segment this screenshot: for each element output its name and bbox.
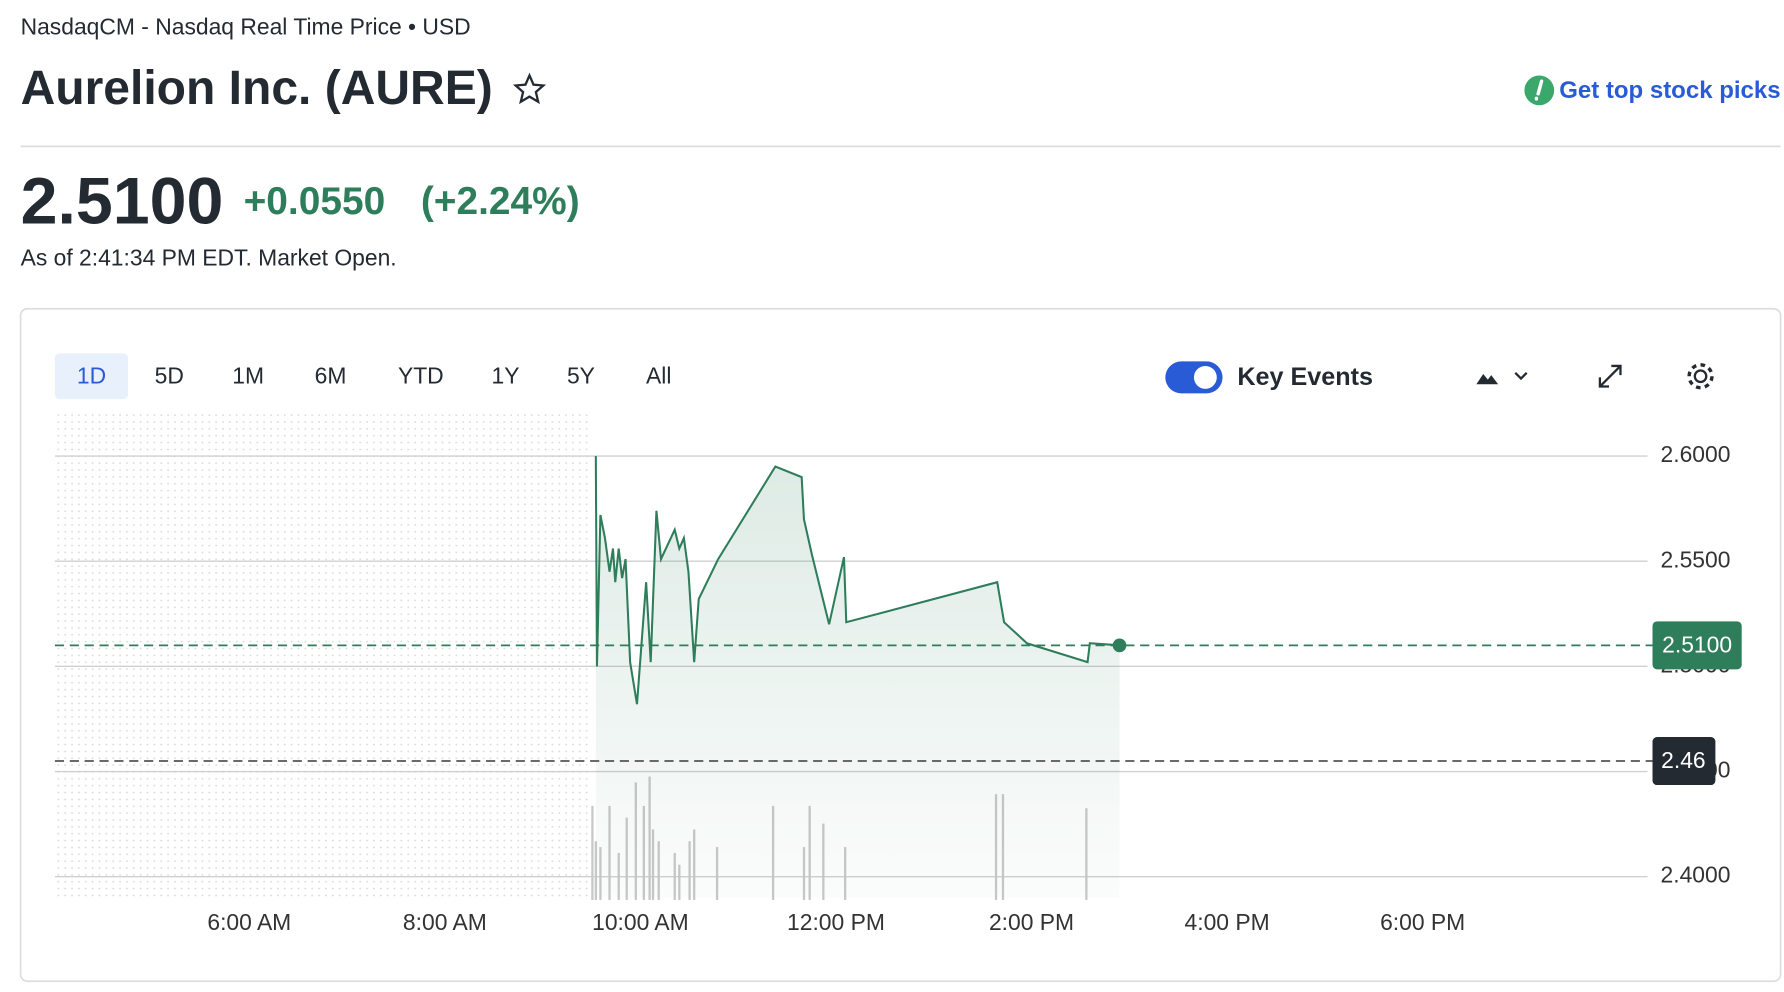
pre-market-shade: [54, 411, 593, 901]
x-tick-label: 6:00 PM: [1380, 909, 1465, 935]
price-line: [594, 456, 1120, 705]
reference-badge: [1652, 737, 1716, 786]
fullscreen-icon[interactable]: [1598, 364, 1622, 388]
settings-icon-cog[interactable]: [1687, 363, 1714, 390]
range-tab[interactable]: 5D: [155, 362, 184, 388]
range-tab-bg: [54, 353, 129, 400]
current-dot: [1112, 638, 1127, 653]
range-tab[interactable]: 6M: [315, 362, 347, 388]
toggle-knob: [1193, 365, 1217, 389]
volume-bar: [591, 805, 594, 901]
range-tab[interactable]: 5Y: [567, 362, 595, 388]
timestamp: As of 2:41:34 PM EDT. Market Open.: [21, 245, 397, 271]
y-tick-label: 2.6000: [1661, 441, 1731, 467]
x-tick-label: 12:00 PM: [787, 909, 885, 935]
watchlist-star[interactable]: [512, 72, 547, 105]
range-tab[interactable]: 1Y: [491, 362, 519, 388]
change-percent: (+2.24%): [421, 180, 580, 223]
x-tick-label: 2:00 PM: [989, 909, 1074, 935]
title: Aurelion Inc. (AURE): [21, 62, 493, 115]
source: NasdaqCM - Nasdaq Real Time Price • USD: [21, 14, 471, 40]
y-tick-label: 2.5500: [1661, 546, 1731, 572]
x-tick-label: 10:00 AM: [592, 909, 689, 935]
chart-type-icon[interactable]: [1476, 373, 1499, 385]
key-events-label: Key Events: [1237, 363, 1373, 391]
change: +0.0550: [244, 180, 386, 223]
range-tab[interactable]: YTD: [398, 362, 444, 388]
link-icon-mark: [1534, 79, 1544, 101]
price: 2.5100: [21, 164, 224, 238]
y-tick-label: 2.4000: [1661, 862, 1731, 888]
reference-label: 2.46: [1661, 747, 1706, 773]
current-badge: [1652, 621, 1742, 670]
x-tick-label: 4:00 PM: [1185, 909, 1270, 935]
range-tab[interactable]: 1M: [232, 362, 264, 388]
range-tab[interactable]: All: [646, 362, 671, 388]
x-tick-label: 6:00 AM: [207, 909, 291, 935]
price-area: [595, 456, 1120, 898]
x-tick-label: 8:00 AM: [403, 909, 487, 935]
stock-picks-link[interactable]: Get top stock picks: [1559, 77, 1780, 104]
chart-type-chevron[interactable]: [1514, 372, 1528, 381]
current-label: 2.5100: [1662, 632, 1732, 658]
settings-icon[interactable]: [1693, 369, 1708, 384]
range-tab[interactable]: 1D: [77, 362, 106, 388]
